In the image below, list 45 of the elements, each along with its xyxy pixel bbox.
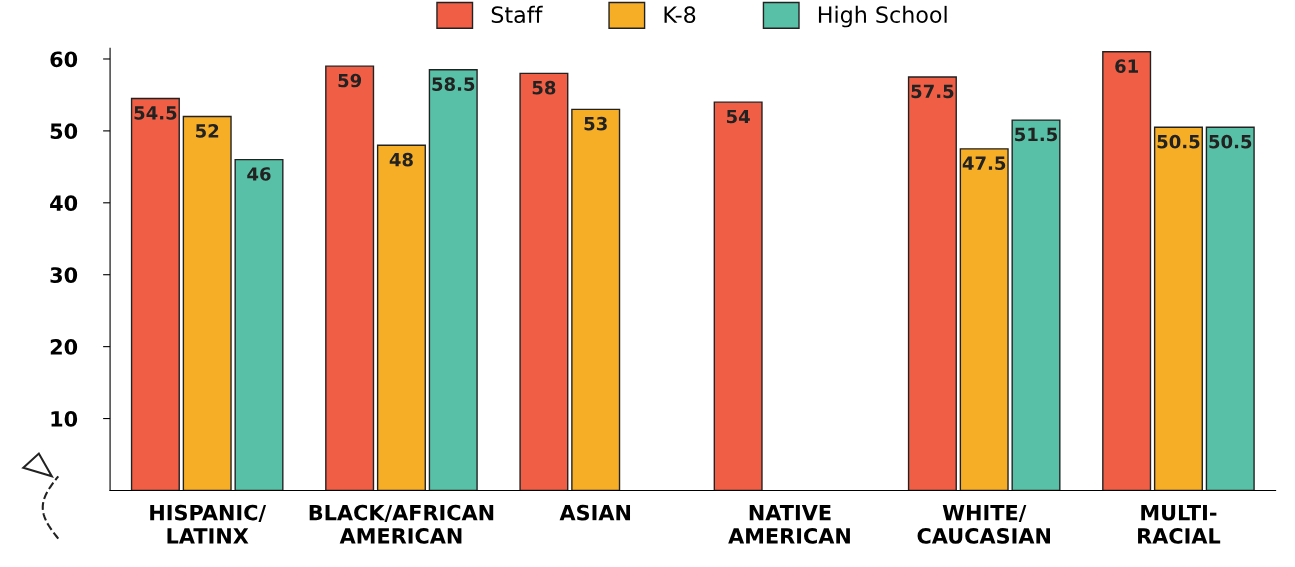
x-tick-label: HISPANIC/ LATINX bbox=[150, 504, 267, 544]
bar bbox=[713, 101, 763, 491]
bar bbox=[130, 97, 180, 491]
y-tick-label: 50 bbox=[50, 123, 78, 140]
bar bbox=[907, 76, 957, 491]
data-label: 57.5 bbox=[911, 84, 954, 99]
x-tick-label: WHITE/ CAUCASIAN bbox=[917, 504, 1050, 544]
data-label: 46 bbox=[247, 167, 271, 181]
legend-label: Staff bbox=[491, 5, 543, 24]
bar bbox=[1205, 126, 1255, 491]
bar bbox=[959, 148, 1009, 491]
y-tick-label: 40 bbox=[50, 195, 78, 212]
y-tick-label: 10 bbox=[51, 411, 78, 427]
legend-label: High School bbox=[818, 5, 947, 28]
data-label: 51.5 bbox=[1015, 127, 1058, 142]
bar bbox=[1102, 51, 1152, 491]
y-tick-label: 60 bbox=[50, 51, 78, 68]
bar bbox=[1153, 126, 1203, 491]
bar bbox=[571, 108, 621, 491]
x-tick-label: BLACK/AFRICAN AMERICAN bbox=[309, 504, 494, 544]
data-label: 50.5 bbox=[1157, 134, 1200, 149]
data-label: 48 bbox=[389, 152, 413, 167]
data-label: 54 bbox=[726, 109, 750, 124]
y-tick-label: 20 bbox=[50, 339, 78, 355]
bar bbox=[182, 115, 232, 491]
legend-label: K-8 bbox=[664, 6, 696, 24]
data-label: 58.5 bbox=[432, 77, 475, 91]
x-tick-label: ASIAN bbox=[559, 504, 631, 521]
x-tick-label: NATIVE AMERICAN bbox=[728, 504, 850, 544]
data-label: 61 bbox=[1115, 59, 1138, 73]
x-tick-label: MULTI- RACIAL bbox=[1138, 504, 1221, 544]
bar bbox=[519, 72, 569, 491]
data-label: 58 bbox=[532, 80, 556, 95]
bar bbox=[428, 69, 478, 491]
bar bbox=[376, 144, 426, 491]
y-tick-label: 30 bbox=[50, 267, 78, 283]
data-label: 47.5 bbox=[962, 156, 1006, 171]
data-label: 53 bbox=[584, 116, 607, 131]
data-label: 54.5 bbox=[134, 106, 177, 120]
bar bbox=[234, 158, 284, 491]
bar bbox=[1011, 119, 1061, 491]
data-label: 50.5 bbox=[1209, 134, 1252, 149]
data-label: 52 bbox=[196, 124, 219, 138]
bar bbox=[325, 65, 375, 491]
data-label: 59 bbox=[338, 73, 362, 88]
